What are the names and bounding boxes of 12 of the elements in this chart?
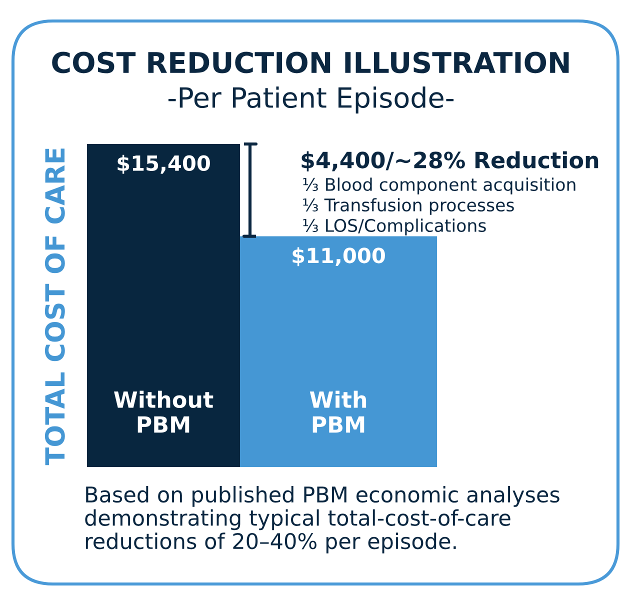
annotation: $4,400/~28% Reduction	[302, 151, 598, 172]
annotation: ⅓ Transfusion processes	[303, 198, 514, 215]
annotation: ⅓ LOS/Complications	[303, 218, 486, 236]
data-label: $15,400	[118, 154, 210, 174]
text: Based on published PBM economic analyses demonstrating typical total-cost-of-care reductions of 20–40% per episode.	[85, 486, 560, 554]
x-tick-label: With PBM	[310, 390, 366, 433]
data-label: $11,000	[292, 247, 385, 266]
x-tick-label: Without PBM	[114, 390, 214, 433]
chart-title: COST REDUCTION ILLUSTRATION	[52, 52, 569, 74]
chart-subtitle: -Per Patient Episode-	[168, 86, 454, 114]
annotation: ⅓ Blood component acquisition	[303, 178, 576, 194]
y-axis-title: TOTAL COST OF CARE	[44, 148, 65, 466]
